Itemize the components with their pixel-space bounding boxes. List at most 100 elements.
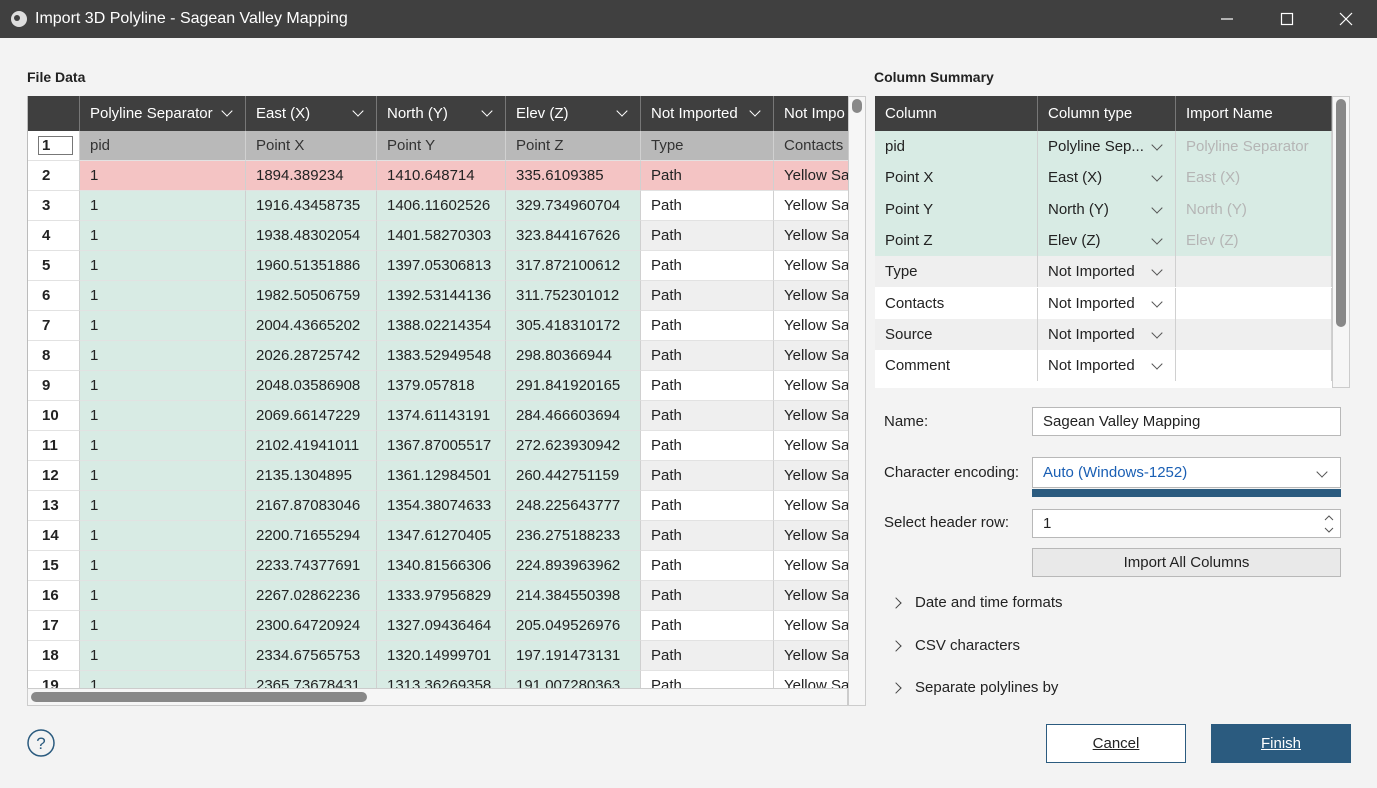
- finish-button[interactable]: Finish: [1211, 724, 1351, 763]
- data-cell: 291.841920165: [506, 371, 641, 401]
- data-cell: 205.049526976: [506, 611, 641, 641]
- summary-text: Contacts: [885, 295, 944, 312]
- header-name-cell: Point Y: [377, 131, 506, 161]
- header-row-cell: 1: [28, 131, 80, 161]
- header-text: Elev (Z): [516, 105, 569, 122]
- summary-text: Type: [885, 263, 918, 280]
- summary-cell: Point Z: [875, 225, 1038, 256]
- column-type-select[interactable]: Polyline Sep...: [1038, 131, 1176, 162]
- header-row-spinner[interactable]: 1: [1032, 509, 1341, 538]
- summary-text: Polyline Separator: [1186, 138, 1309, 155]
- expander-label: Separate polylines by: [915, 679, 1058, 696]
- column-type-select[interactable]: Not Imported: [1038, 256, 1176, 287]
- vertical-scrollbar[interactable]: [1332, 96, 1350, 388]
- data-cell: 1327.09436464: [377, 611, 506, 641]
- summary-cell: Point X: [875, 162, 1038, 193]
- column-type-select[interactable]: Not Imported: [1038, 288, 1176, 319]
- dropdown-chevron: [1151, 358, 1162, 369]
- dropdown-chevron: [1151, 202, 1162, 213]
- data-cell: Path: [641, 311, 774, 341]
- vertical-scrollbar[interactable]: [848, 96, 866, 706]
- column-type-header[interactable]: East (X): [246, 96, 377, 131]
- data-cell: 284.466603694: [506, 401, 641, 431]
- section-title: File Data: [27, 69, 85, 85]
- summary-text: Point Y: [885, 201, 933, 218]
- column-type-header[interactable]: Elev (Z): [506, 96, 641, 131]
- column-type-select[interactable]: Not Imported: [1038, 350, 1176, 381]
- header-row-input[interactable]: 1: [38, 136, 73, 155]
- summary-text: North (Y): [1048, 201, 1109, 218]
- column-type-header[interactable]: Not Impo: [774, 96, 848, 131]
- data-cell: 1406.11602526: [377, 191, 506, 221]
- summary-text: pid: [885, 138, 905, 155]
- row-number: 10: [28, 401, 80, 431]
- column-type-select[interactable]: Elev (Z): [1038, 225, 1176, 256]
- summary-header: Import Name: [1176, 96, 1332, 131]
- window-controls[interactable]: [1215, 8, 1365, 30]
- column-type-select[interactable]: East (X): [1038, 162, 1176, 193]
- data-cell: 2048.03586908: [246, 371, 377, 401]
- data-cell: Yellow Sa: [774, 371, 848, 401]
- data-cell: 1: [80, 251, 246, 281]
- dropdown-chevron: [1151, 171, 1162, 182]
- summary-text: Elev (Z): [1186, 232, 1239, 249]
- column-summary-grid[interactable]: ColumnColumn typeImport NamepidPolyline …: [875, 96, 1332, 388]
- column-type-header[interactable]: Not Imported: [641, 96, 774, 131]
- expander[interactable]: CSV characters: [892, 637, 1192, 657]
- data-cell: Yellow Sa: [774, 611, 848, 641]
- row-number: 4: [28, 221, 80, 251]
- data-cell: 2300.64720924: [246, 611, 377, 641]
- data-cell: 335.6109385: [506, 161, 641, 191]
- expander[interactable]: Separate polylines by: [892, 679, 1192, 699]
- header-row-label: Select header row:: [884, 514, 1009, 531]
- summary-text: East (X): [1186, 169, 1240, 186]
- data-cell: 1347.61270405: [377, 521, 506, 551]
- data-cell: 1: [80, 221, 246, 251]
- header-name-cell: Point X: [246, 131, 377, 161]
- summary-cell: Contacts: [875, 288, 1038, 319]
- data-cell: 2233.74377691: [246, 551, 377, 581]
- help-icon[interactable]: ?: [27, 729, 57, 759]
- summary-header: Column type: [1038, 96, 1176, 131]
- name-input[interactable]: Sagean Valley Mapping: [1032, 407, 1341, 436]
- dropdown-chevron: [749, 105, 760, 116]
- corner-cell: [28, 96, 80, 131]
- file-data-grid[interactable]: Polyline Separator East (X) North (Y) Elev …: [27, 96, 848, 688]
- dropdown-chevron: [1151, 139, 1162, 150]
- summary-text: Not Imported: [1048, 295, 1135, 312]
- summary-text: Source: [885, 326, 933, 343]
- header-text: East (X): [256, 105, 310, 122]
- data-cell: 1367.87005517: [377, 431, 506, 461]
- dropdown-chevron: [616, 105, 627, 116]
- data-cell: 1916.43458735: [246, 191, 377, 221]
- column-type-select[interactable]: Not Imported: [1038, 319, 1176, 350]
- expander[interactable]: Date and time formats: [892, 594, 1192, 614]
- data-cell: Yellow Sa: [774, 461, 848, 491]
- row-number: 13: [28, 491, 80, 521]
- data-cell: Path: [641, 251, 774, 281]
- data-cell: 2365.73678431: [246, 671, 377, 688]
- data-cell: 197.191473131: [506, 641, 641, 671]
- row-number: 18: [28, 641, 80, 671]
- import-all-button[interactable]: Import All Columns: [1032, 548, 1341, 577]
- data-cell: Yellow Sa: [774, 311, 848, 341]
- dropdown-chevron: [1151, 233, 1162, 244]
- data-cell: Path: [641, 431, 774, 461]
- column-type-select[interactable]: North (Y): [1038, 194, 1176, 225]
- data-cell: 1: [80, 341, 246, 371]
- horizontal-scrollbar[interactable]: [27, 688, 848, 706]
- data-cell: 1: [80, 431, 246, 461]
- data-cell: Yellow Sa: [774, 401, 848, 431]
- column-type-header[interactable]: Polyline Separator: [80, 96, 246, 131]
- data-cell: 260.442751159: [506, 461, 641, 491]
- data-cell: 1: [80, 161, 246, 191]
- header-text: Not Impo: [784, 105, 845, 122]
- data-cell: Path: [641, 191, 774, 221]
- data-cell: 1894.389234: [246, 161, 377, 191]
- cancel-button[interactable]: Cancel: [1046, 724, 1186, 763]
- row-number: 5: [28, 251, 80, 281]
- data-cell: 1: [80, 491, 246, 521]
- data-cell: Path: [641, 491, 774, 521]
- encoding-select[interactable]: Auto (Windows-1252): [1032, 457, 1341, 488]
- column-type-header[interactable]: North (Y): [377, 96, 506, 131]
